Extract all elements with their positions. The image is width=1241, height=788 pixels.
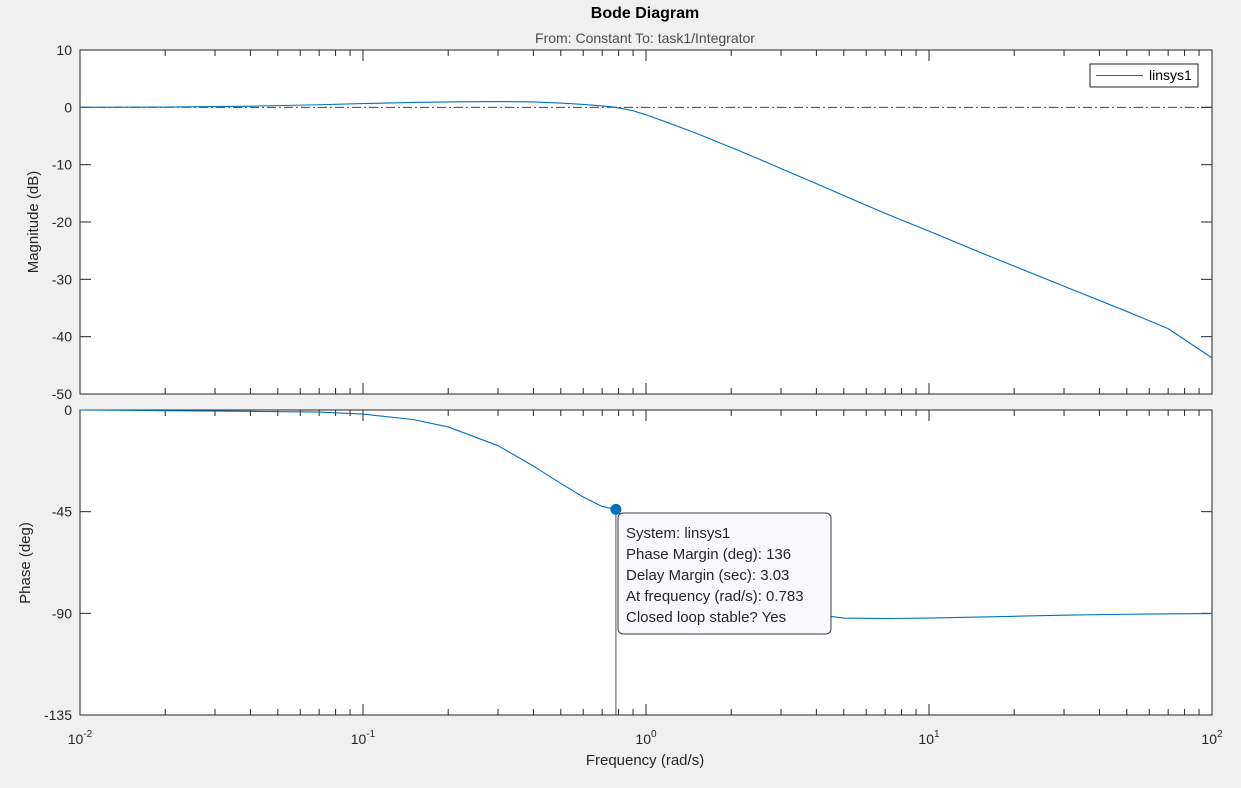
x-tick-label: 101 — [918, 729, 940, 747]
phase-ytick-label: -135 — [44, 707, 72, 723]
legend-box — [1089, 63, 1199, 88]
magnitude-ytick-label: 0 — [64, 99, 72, 115]
magnitude-ytick-label: -20 — [52, 214, 72, 230]
magnitude-ylabel: Magnitude (dB) — [25, 171, 42, 274]
datatip-line-frequency: At frequency (rad/s): 0.783 — [626, 588, 804, 605]
magnitude-ytick-label: -40 — [52, 329, 72, 345]
x-tick-label: 100 — [635, 729, 657, 747]
datatip-line-phase-margin: Phase Margin (deg): 136 — [626, 546, 791, 563]
magnitude-ytick-label: 10 — [56, 42, 72, 58]
datatip-line-stable: Closed loop stable? Yes — [626, 609, 786, 626]
datatip-marker[interactable] — [610, 503, 622, 515]
datatip-line-delay-margin: Delay Margin (sec): 3.03 — [626, 567, 789, 584]
datatip-line-system: System: linsys1 — [626, 525, 730, 542]
datatip-box — [617, 512, 832, 635]
phase-ytick-label: 0 — [64, 402, 72, 418]
magnitude-ytick-label: -10 — [52, 157, 72, 173]
legend[interactable]: linsys1 — [1089, 63, 1199, 88]
x-axis-label: Frequency (rad/s) — [586, 752, 704, 769]
chart-title: Bode Diagram — [591, 5, 699, 22]
magnitude-series-line — [79, 101, 1213, 359]
magnitude-plot-layer: 10 0 -10 -20 -30 -40 -50 — [52, 42, 1213, 402]
x-tick-label: 102 — [1201, 729, 1223, 747]
magnitude-ytick-label: -30 — [52, 271, 72, 287]
legend-entry-linsys1: linsys1 — [1149, 67, 1192, 83]
datatip[interactable]: System: linsys1 Phase Margin (deg): 136 … — [610, 503, 832, 715]
magnitude-axes[interactable] — [79, 49, 1213, 395]
phase-ylabel: Phase (deg) — [17, 522, 34, 604]
magnitude-ytick-label: -50 — [52, 386, 72, 402]
x-tick-label: 10-2 — [68, 729, 93, 747]
phase-ytick-label: -45 — [52, 504, 72, 520]
x-tick-label: 10-1 — [351, 729, 376, 747]
x-tick-labels: 10-2 10-1 100 101 102 — [68, 729, 1223, 747]
chart-subtitle: From: Constant To: task1/Integrator — [535, 30, 755, 46]
phase-ytick-label: -90 — [52, 605, 72, 621]
